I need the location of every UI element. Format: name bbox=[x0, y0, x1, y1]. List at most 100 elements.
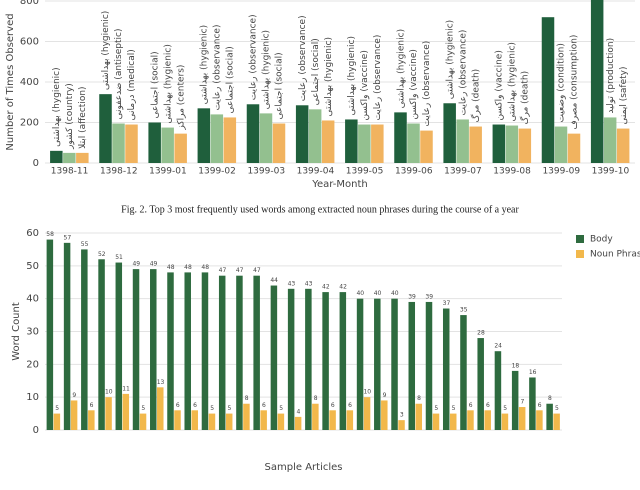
y-axis-title: Number of Times Observed bbox=[5, 13, 16, 150]
bar-word-label: بهداشتی (hygienic) bbox=[262, 30, 272, 109]
x-tick-label: 1399-07 bbox=[444, 167, 482, 177]
bar bbox=[174, 410, 181, 430]
bar bbox=[272, 123, 286, 163]
bar bbox=[125, 124, 138, 163]
bar bbox=[208, 413, 216, 430]
bar bbox=[243, 403, 250, 430]
bar bbox=[260, 410, 267, 430]
bar-word-label: بهداشتی (hygienic) bbox=[200, 25, 210, 104]
y-tick-label: 40 bbox=[26, 294, 39, 305]
x-tick-label: 1399-05 bbox=[346, 167, 384, 177]
value-label: 35 bbox=[460, 307, 468, 314]
value-label: 6 bbox=[176, 402, 180, 409]
value-label: 37 bbox=[443, 300, 451, 307]
bar bbox=[157, 387, 164, 430]
value-label: 52 bbox=[98, 251, 106, 258]
value-label: 3 bbox=[400, 412, 404, 419]
value-label: 42 bbox=[339, 284, 347, 291]
bar bbox=[456, 119, 469, 163]
value-label: 47 bbox=[219, 267, 227, 274]
bar bbox=[345, 119, 358, 163]
bar bbox=[494, 351, 502, 430]
bar bbox=[590, 0, 604, 163]
bar bbox=[63, 242, 71, 430]
bar-word-label: بهداشتی (hygienic) bbox=[508, 42, 518, 121]
bar bbox=[294, 416, 302, 430]
bar bbox=[115, 262, 123, 430]
bar bbox=[218, 275, 226, 430]
bar bbox=[184, 272, 191, 430]
bar bbox=[81, 249, 88, 430]
bar bbox=[442, 308, 450, 430]
legend-swatch bbox=[576, 250, 584, 258]
value-label: 6 bbox=[193, 402, 197, 409]
value-label: 5 bbox=[228, 405, 232, 412]
bar-word-label: وضعیت (condition) bbox=[557, 43, 567, 122]
value-label: 10 bbox=[105, 389, 113, 396]
bar bbox=[501, 413, 509, 430]
bar bbox=[469, 126, 482, 163]
bar-word-label: واکسن (vaccine) bbox=[495, 50, 505, 120]
value-label: 44 bbox=[270, 277, 278, 284]
value-label: 13 bbox=[157, 379, 165, 386]
bar bbox=[270, 285, 278, 430]
bar bbox=[443, 103, 456, 163]
bar-word-label: درمانی (medical) bbox=[127, 49, 137, 120]
bar-word-label: کشور (country) bbox=[65, 83, 75, 150]
bar bbox=[420, 130, 433, 163]
bar bbox=[529, 377, 536, 430]
value-label: 5 bbox=[555, 405, 559, 412]
value-label: 6 bbox=[262, 402, 266, 409]
value-label: 49 bbox=[150, 261, 158, 268]
x-tick-label: 1399-10 bbox=[592, 167, 630, 177]
value-label: 39 bbox=[408, 293, 416, 300]
value-label: 40 bbox=[356, 290, 364, 297]
bar bbox=[391, 298, 398, 430]
figure-caption: Fig. 2. Top 3 most frequently used words… bbox=[121, 204, 519, 215]
bar bbox=[425, 301, 433, 430]
bar bbox=[381, 400, 388, 430]
bar-word-label: بهداشتی (hygienic) bbox=[347, 36, 357, 115]
bar bbox=[139, 413, 147, 430]
value-label: 5 bbox=[452, 405, 456, 412]
bar-word-label: مرگ (death) bbox=[469, 69, 481, 123]
bar bbox=[374, 298, 381, 430]
bar bbox=[356, 298, 364, 430]
legend-label: Body bbox=[590, 235, 613, 245]
bar bbox=[394, 112, 407, 163]
bar bbox=[88, 410, 95, 430]
bar-word-label: رعایت (observance) bbox=[298, 15, 308, 101]
x-tick-label: 1399-08 bbox=[493, 167, 531, 177]
y-tick-label: 60 bbox=[26, 228, 39, 239]
value-label: 51 bbox=[115, 254, 123, 261]
bar bbox=[253, 275, 260, 430]
bar bbox=[358, 124, 371, 163]
bar bbox=[371, 124, 384, 163]
x-axis-title: Year-Month bbox=[311, 179, 367, 190]
value-label: 8 bbox=[548, 395, 552, 402]
value-label: 9 bbox=[383, 392, 387, 399]
y-tick-label: 30 bbox=[26, 327, 39, 338]
bar bbox=[76, 152, 89, 163]
x-tick-label: 1399-01 bbox=[149, 167, 187, 177]
bar bbox=[305, 288, 312, 430]
bar-word-label: اجتماعی (social) bbox=[226, 46, 236, 113]
value-label: 49 bbox=[132, 261, 140, 268]
value-label: 48 bbox=[201, 264, 209, 271]
bar bbox=[616, 128, 630, 163]
y-tick-label: 800 bbox=[20, 0, 39, 7]
bar bbox=[511, 370, 519, 430]
bar bbox=[415, 403, 423, 430]
value-label: 24 bbox=[494, 343, 502, 350]
y-tick-label: 600 bbox=[20, 37, 39, 48]
bar-word-label: اجتماعی (social) bbox=[275, 52, 285, 119]
bar bbox=[70, 400, 78, 430]
bar bbox=[122, 393, 130, 430]
bar bbox=[312, 403, 319, 430]
legend-label: Noun Phrase bbox=[590, 250, 640, 260]
bar-word-label: رعایت (observance) bbox=[213, 25, 223, 111]
value-label: 5 bbox=[434, 405, 438, 412]
bar bbox=[295, 105, 309, 163]
